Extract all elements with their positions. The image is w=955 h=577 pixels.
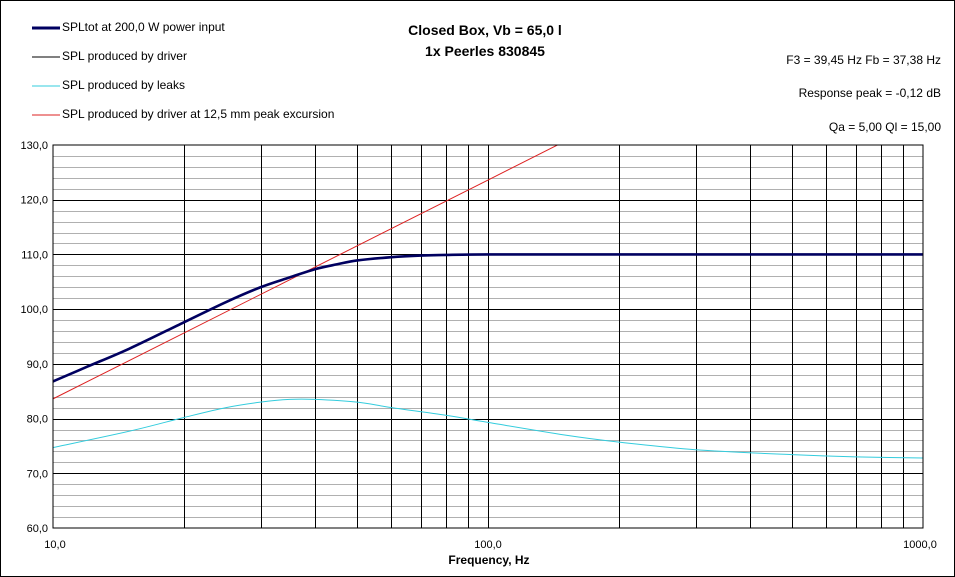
legend-label-driver: SPL produced by driver: [62, 49, 187, 63]
legend-swatch-driver: [32, 56, 60, 58]
legend-swatch-spltot: [32, 26, 60, 30]
x-axis-tick-labels: 10,0 100,0 1000,0: [44, 539, 937, 551]
y-tick-label: 120,0: [20, 195, 48, 207]
response-peak-readout: Response peak = -0,12 dB: [798, 86, 941, 100]
f3-fb-readout: F3 = 39,45 Hz Fb = 37,38 Hz: [786, 53, 941, 67]
y-tick-label: 60,0: [27, 523, 48, 535]
legend-swatch-leaks: [32, 85, 60, 87]
y-tick-label: 130,0: [20, 140, 48, 152]
chart-title-line1: Closed Box, Vb = 65,0 l: [408, 22, 562, 38]
y-tick-label: 100,0: [20, 304, 48, 316]
y-tick-label: 70,0: [27, 468, 48, 480]
y-tick-label: 110,0: [21, 249, 48, 261]
qa-ql-readout: Qa = 5,00 Ql = 15,00: [828, 120, 941, 134]
series-leaks-line: [53, 398, 923, 459]
legend-label-leaks: SPL produced by leaks: [62, 78, 185, 92]
y-tick-label: 90,0: [27, 359, 48, 371]
chart-title-line2: 1x Peerles 830845: [425, 43, 545, 59]
x-tick-label: 100,0: [474, 539, 502, 551]
legend-label-excursion: SPL produced by driver at 12,5 mm peak e…: [62, 107, 335, 121]
plot-border: [52, 144, 924, 529]
vertical-grid: [184, 145, 904, 528]
y-axis-tick-labels: 60,0 70,0 80,0 90,0 100,0 110,0 120,0 130,0: [20, 140, 48, 535]
x-tick-label: 1000,0: [903, 539, 937, 551]
legend-swatch-excursion: [32, 114, 60, 116]
x-tick-label: 10,0: [44, 539, 65, 551]
x-axis-label: Frequency, Hz: [448, 553, 530, 567]
legend-label-spltot: SPLtot at 200,0 W power input: [62, 20, 225, 34]
y-tick-label: 80,0: [27, 414, 48, 426]
series-spltot-line: [53, 253, 923, 383]
